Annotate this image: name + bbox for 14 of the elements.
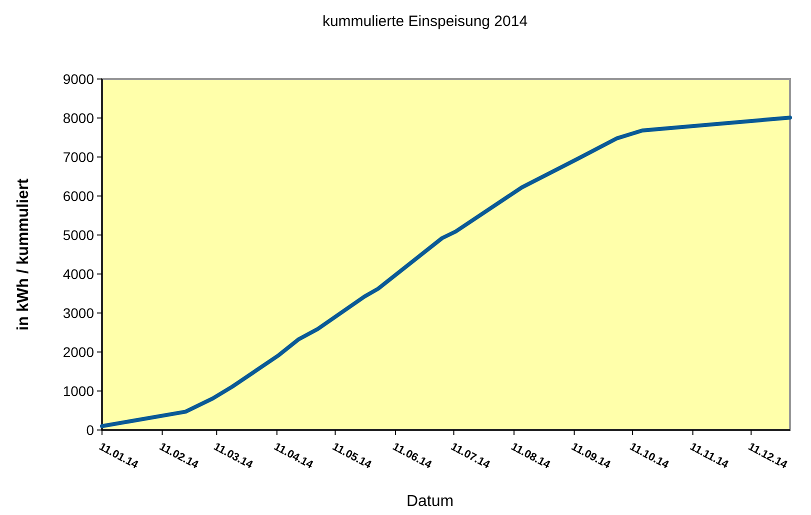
- y-tick-label: 1000: [62, 382, 94, 399]
- y-axis-title: in kWh / kummuliert: [15, 178, 32, 331]
- y-tick-label: 5000: [62, 226, 94, 243]
- y-tick-label: 3000: [62, 304, 94, 321]
- y-tick-label: 7000: [62, 148, 94, 165]
- y-tick-label: 6000: [62, 188, 94, 204]
- x-axis-title: Datum: [406, 493, 454, 510]
- chart-title: kummulierte Einspeisung 2014: [322, 13, 528, 30]
- y-tick-label: 9000: [62, 70, 94, 87]
- y-tick-label: 0: [86, 422, 94, 438]
- line-series: [100, 116, 792, 428]
- y-tick-label: 8000: [62, 110, 94, 126]
- y-tick-label: 2000: [62, 344, 94, 360]
- y-tick-label: 4000: [62, 266, 94, 282]
